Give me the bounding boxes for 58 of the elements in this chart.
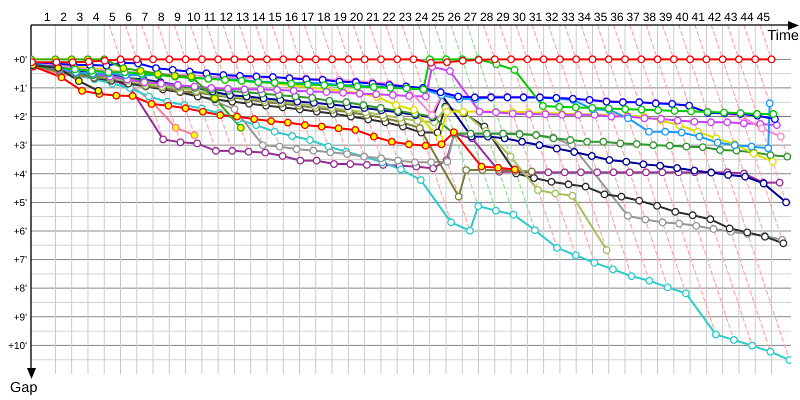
x-tick-label: 32 xyxy=(545,10,559,24)
x-tick-label: 25 xyxy=(431,10,445,24)
x-tick-label: 36 xyxy=(610,10,624,24)
x-tick-label: 22 xyxy=(382,10,396,24)
x-tick-label: 7 xyxy=(142,10,149,24)
x-tick-label: 26 xyxy=(447,10,462,24)
x-tick-label: 18 xyxy=(317,10,331,24)
x-tick-label: 33 xyxy=(561,10,576,24)
x-tick-label: 16 xyxy=(284,10,298,24)
x-tick-label: 3 xyxy=(76,10,84,24)
x-tick-label: 15 xyxy=(268,10,282,24)
y-tick-label: +10' xyxy=(8,340,28,352)
x-tick-label: 39 xyxy=(659,10,673,24)
y-axis-title: Gap xyxy=(10,380,38,397)
x-tick-label: 19 xyxy=(334,10,348,24)
y-tick-label: +1' xyxy=(14,83,28,94)
x-tick-label: 14 xyxy=(252,10,266,24)
x-tick-label: 29 xyxy=(496,10,510,24)
x-tick-label: 27 xyxy=(464,10,478,24)
y-tick-label: +3' xyxy=(14,140,28,152)
x-tick-label: 1 xyxy=(44,10,51,24)
x-tick-label: 40 xyxy=(675,10,689,24)
x-tick-label: 45 xyxy=(756,10,770,24)
x-tick-label: 9 xyxy=(174,10,182,24)
y-tick-label: +5' xyxy=(14,198,28,209)
x-axis-title: Time xyxy=(767,28,799,45)
x-tick-label: 6 xyxy=(125,10,132,24)
y-tick-label: +4' xyxy=(14,169,28,180)
x-tick-label: 20 xyxy=(350,10,364,24)
x-tick-label: 13 xyxy=(236,10,250,24)
x-tick-label: 30 xyxy=(512,10,526,24)
x-tick-label: 4 xyxy=(92,10,100,24)
y-tick-label: +8' xyxy=(14,284,28,295)
x-tick-label: 34 xyxy=(578,10,592,24)
x-tick-label: 2 xyxy=(60,10,68,24)
y-tick-label: +9' xyxy=(14,312,28,324)
x-tick-label: 41 xyxy=(692,10,706,24)
x-tick-label: 37 xyxy=(626,10,640,24)
x-tick-label: 12 xyxy=(220,10,234,24)
x-tick-label: 10 xyxy=(187,10,201,24)
x-tick-label: 35 xyxy=(594,10,608,24)
y-tick-label: +0' xyxy=(14,54,28,66)
y-tick-label: +6' xyxy=(14,226,28,238)
x-tick-label: 24 xyxy=(414,10,429,24)
x-tick-label: 23 xyxy=(398,10,412,24)
y-tick-label: +7' xyxy=(14,255,28,266)
x-tick-label: 21 xyxy=(366,10,380,24)
x-tick-label: 31 xyxy=(528,10,542,24)
x-tick-label: 42 xyxy=(708,10,722,24)
x-tick-label: 8 xyxy=(158,10,165,24)
x-tick-label: 11 xyxy=(204,10,217,24)
x-tick-label: 43 xyxy=(724,10,738,24)
y-tick-label: +2' xyxy=(14,112,28,124)
x-tick-label: 5 xyxy=(109,10,116,24)
x-tick-label: 17 xyxy=(300,10,315,24)
x-tick-label: 38 xyxy=(642,10,656,24)
x-tick-label: 44 xyxy=(740,10,754,24)
x-tick-label: 28 xyxy=(480,10,494,24)
